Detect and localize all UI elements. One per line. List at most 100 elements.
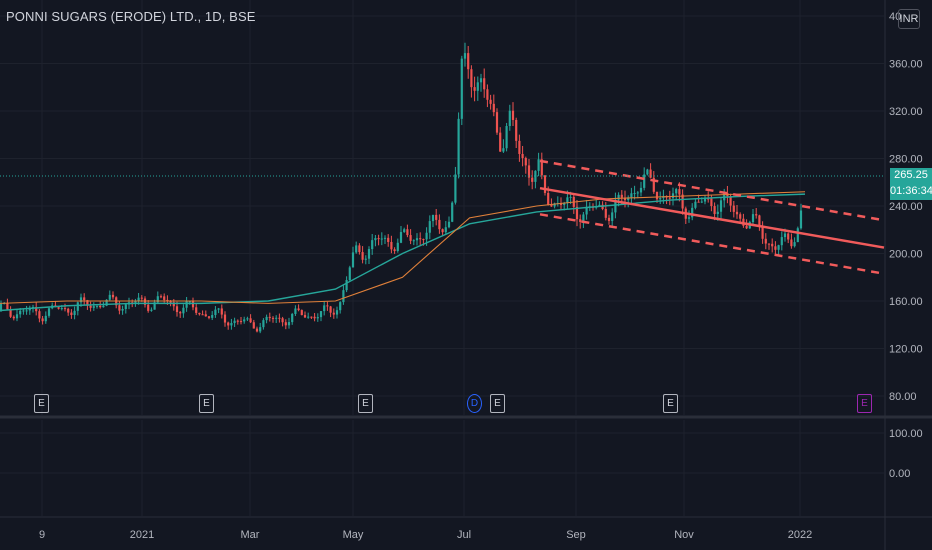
earnings-event-icon[interactable]: E <box>199 394 214 413</box>
candle-body <box>86 300 89 306</box>
dividend-event-icon[interactable]: D <box>467 394 482 413</box>
candle-body <box>531 177 534 182</box>
candle-body <box>550 204 553 207</box>
candle-body <box>716 211 719 215</box>
candle-body <box>399 232 403 243</box>
time-tick-label: 2021 <box>130 529 154 541</box>
candle-body <box>620 194 623 198</box>
candle-body <box>262 320 265 328</box>
candle-body <box>767 243 771 245</box>
candle-body <box>255 328 259 332</box>
candle-body <box>566 197 569 204</box>
candle-body <box>444 227 447 233</box>
candle-body <box>319 311 323 318</box>
candle-body <box>489 99 492 104</box>
candle-body <box>25 310 28 312</box>
price-tick-label: 120.00 <box>889 344 923 356</box>
candle-body <box>79 297 83 303</box>
candle-body <box>611 212 614 221</box>
candle-body <box>342 290 345 303</box>
candle-body <box>191 301 195 308</box>
candle-body <box>355 245 358 253</box>
candle-body <box>169 301 172 303</box>
candle-body <box>111 294 115 298</box>
candle-body <box>47 308 51 316</box>
candle-body <box>300 310 303 316</box>
future-earnings-event-icon[interactable]: E <box>857 394 872 413</box>
candle-body <box>764 238 767 244</box>
trend-line-middle[interactable] <box>539 186 885 249</box>
symbol-title[interactable]: PONNI SUGARS (ERODE) LTD., 1D, BSE <box>6 9 256 24</box>
time-tick-label: 2022 <box>788 529 812 541</box>
trend-line-upper[interactable] <box>539 159 885 222</box>
candle-body <box>467 53 470 70</box>
candle-body <box>271 317 275 319</box>
candle-body <box>243 319 246 322</box>
candle-body <box>687 217 691 219</box>
candle-body <box>668 197 671 199</box>
candle-body <box>675 189 678 194</box>
candle-body <box>428 221 431 233</box>
candle-body <box>57 307 60 309</box>
candle-body <box>383 237 387 239</box>
candle-body <box>623 197 627 201</box>
candle-body <box>249 318 252 323</box>
candle-body <box>220 308 223 315</box>
candle-body <box>390 241 393 250</box>
candle-body <box>6 303 9 310</box>
candle-body <box>147 304 150 311</box>
candle-body <box>774 246 777 250</box>
candle-body <box>415 238 419 241</box>
earnings-event-icon[interactable]: E <box>490 394 505 413</box>
candle-body <box>371 240 374 250</box>
candle-body <box>543 175 547 193</box>
price-tick-label: 200.00 <box>889 249 923 261</box>
earnings-event-icon[interactable]: E <box>663 394 678 413</box>
candle-body <box>239 321 243 323</box>
candle-body <box>508 110 511 127</box>
candle-body <box>473 87 476 91</box>
candle-body <box>236 320 239 322</box>
moving-average-short <box>0 191 806 304</box>
candle-body <box>495 112 499 133</box>
indicator-tick-label: 100.00 <box>889 428 923 440</box>
candle-body <box>553 203 556 207</box>
candle-body <box>150 309 153 311</box>
candle-body <box>422 239 425 241</box>
candle-body <box>579 219 582 222</box>
candle-body <box>95 305 99 307</box>
candle-body <box>633 193 636 195</box>
candle-body <box>35 306 38 312</box>
earnings-event-icon[interactable]: E <box>34 394 49 413</box>
candle-body <box>172 302 175 307</box>
candle-body <box>124 304 127 309</box>
time-tick-label: Nov <box>674 529 694 541</box>
time-tick-label: Mar <box>241 529 260 541</box>
moving-average-long <box>0 193 806 312</box>
candle-body <box>486 89 489 100</box>
price-tick-label: 240.00 <box>889 201 923 213</box>
candle-body <box>198 312 201 315</box>
candle-body <box>76 302 79 311</box>
candle-body <box>310 316 313 318</box>
trend-line-lower[interactable] <box>539 213 885 275</box>
candle-body <box>326 305 329 307</box>
candle-body <box>163 296 166 300</box>
candle-body <box>732 205 735 212</box>
candle-body <box>329 306 332 313</box>
candle-body <box>137 297 140 301</box>
candle-body <box>175 306 179 313</box>
candle-body <box>396 242 399 252</box>
candle-body <box>15 314 19 319</box>
currency-button[interactable]: INR <box>898 9 920 29</box>
candle-body <box>156 296 159 303</box>
candle-body <box>697 201 700 203</box>
earnings-event-icon[interactable]: E <box>358 394 373 413</box>
candle-body <box>412 240 415 242</box>
candle-body <box>643 174 646 188</box>
candle-body <box>604 209 607 218</box>
candle-body <box>652 177 655 192</box>
candle-body <box>735 211 739 215</box>
bar-countdown: 01:36:34 <box>890 185 932 197</box>
